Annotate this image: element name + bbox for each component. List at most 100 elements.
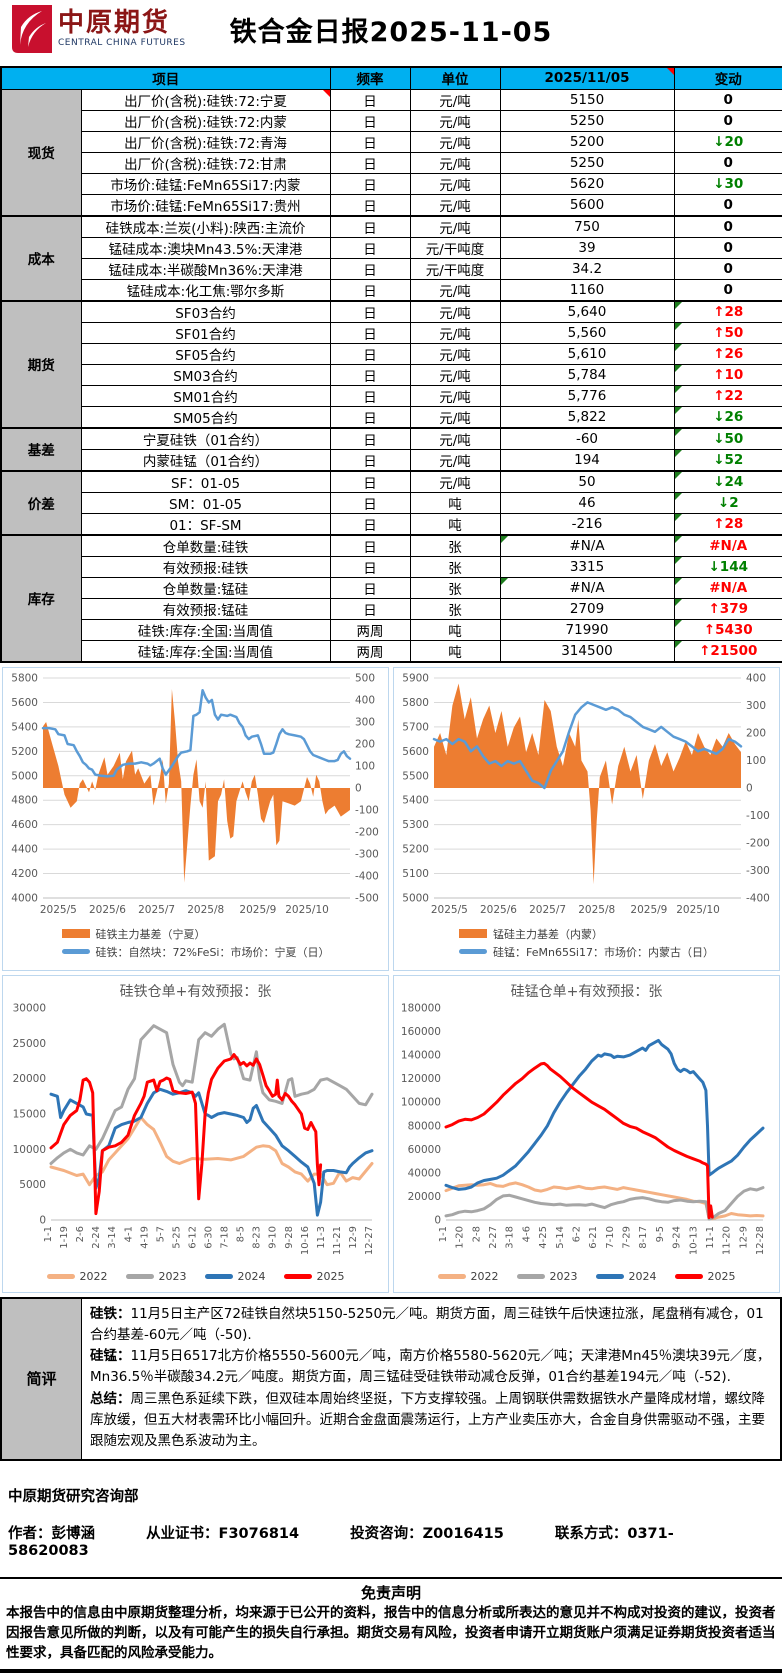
svg-text:-200: -200 [355,826,379,838]
item-cell: SM01合约 [81,385,330,406]
legend-label: 锰硅主力基差（内蒙） [493,926,603,942]
brand: 中原期货 CENTRAL CHINA FUTURES [8,5,186,53]
svg-text:5400: 5400 [402,794,429,806]
unit-cell: 吨 [410,492,500,513]
svg-text:0: 0 [434,1214,441,1226]
item-cell: 出厂价(含税):硅铁:72:宁夏 [81,89,330,110]
change-cell: ↓52 [674,449,782,471]
svg-text:-300: -300 [746,865,770,877]
svg-text:9-24: 9-24 [672,1226,683,1249]
frequency-cell: 日 [330,471,410,493]
change-value: #N/A [709,538,747,554]
sm-warrant-chart-title: 硅锰仓单+有效预报：张 [394,978,779,1002]
svg-text:11-21: 11-21 [332,1226,343,1255]
svg-text:300: 300 [746,700,766,712]
item-cell: 出厂价(含税):硅铁:72:甘肃 [81,152,330,173]
change-cell: #N/A [674,577,782,598]
svg-text:5100: 5100 [402,868,429,880]
svg-text:60000: 60000 [408,1143,441,1155]
item-cell: SM03合约 [81,364,330,385]
sm-basis-legend: 锰硅主力基差（内蒙）硅锰：FeMn65Si17：市场价：内蒙古（日） [459,926,714,960]
frequency-cell: 日 [330,110,410,131]
sf-basis-legend: 硅铁主力基差（宁夏）硅铁：自然块：72%FeSi：市场价：宁夏（日） [62,926,330,960]
svg-text:2025/6: 2025/6 [89,904,126,916]
frequency-cell: 日 [330,322,410,343]
frequency-cell: 日 [330,598,410,619]
green-corner-marker [675,407,682,414]
change-value: 0 [724,197,733,213]
green-corner-marker [675,536,682,543]
svg-text:4400: 4400 [11,843,38,855]
table-header-row: 项目 频率 单位 2025/11/05 变动 [1,67,782,89]
svg-text:-300: -300 [355,848,379,860]
svg-text:2025/5: 2025/5 [431,904,468,916]
svg-text:-400: -400 [355,870,379,882]
report-header: 中原期货 CENTRAL CHINA FUTURES 铁合金日报2025-11-… [0,0,782,66]
change-cell: 0 [674,279,782,301]
change-value: ↓24 [713,474,743,490]
svg-text:7-29: 7-29 [622,1226,633,1249]
legend-swatch-icon [62,949,90,954]
col-header-frequency: 频率 [330,67,410,89]
value-cell: #N/A [500,535,674,557]
series-line-2025 [51,1054,321,1213]
frequency-cell: 日 [330,385,410,406]
change-value: ↓50 [713,431,743,447]
change-value: ↑5430 [704,622,753,638]
svg-text:5200: 5200 [402,843,429,855]
legend-swatch-icon [438,1274,466,1279]
series-line-2024 [446,1040,763,1189]
item-cell: SF03合约 [81,301,330,323]
svg-text:-100: -100 [746,810,770,822]
legend-label: 2023 [159,1270,187,1283]
value-cell: 750 [500,216,674,238]
svg-text:15000: 15000 [13,1108,46,1120]
unit-cell: 吨 [410,619,500,640]
svg-text:12-28: 12-28 [755,1226,766,1255]
series-line-2023 [446,1187,763,1219]
frequency-cell: 日 [330,301,410,323]
change-cell: ↑5430 [674,619,782,640]
svg-text:2025/5: 2025/5 [40,904,77,916]
item-cell: SF05合约 [81,343,330,364]
svg-text:2025/10: 2025/10 [285,904,329,916]
svg-text:10-13: 10-13 [688,1226,699,1255]
item-cell: 锰硅成本:澳块Mn43.5%:天津港 [81,237,330,258]
col-header-unit: 单位 [410,67,500,89]
svg-text:200: 200 [746,727,766,739]
green-corner-marker [675,493,682,500]
commentary-paragraph-summary: 总结：周三黑色系延续下跌，但双硅本周始终坚挺，下方支撑较强。上周钢联供需数据铁水… [90,1389,772,1453]
legend-item: 2025 [675,1270,736,1283]
item-cell: 市场价:硅锰:FeMn65Si17:贵州 [81,194,330,216]
report-footer: 中原期货研究咨询部 作者：彭博涵 从业证书：F3076814 投资咨询：Z001… [0,1461,782,1577]
unit-cell: 张 [410,598,500,619]
svg-text:2025/8: 2025/8 [578,904,615,916]
svg-text:7-18: 7-18 [220,1226,231,1249]
col-header-item: 项目 [1,67,330,89]
svg-text:11-3: 11-3 [316,1226,327,1249]
svg-text:-400: -400 [746,892,770,904]
item-cell: SM05合约 [81,406,330,428]
category-cell: 价差 [1,471,81,535]
red-corner-marker [323,90,330,97]
change-cell: 0 [674,216,782,238]
change-value: 0 [724,219,733,235]
value-cell: 5600 [500,194,674,216]
change-cell: ↑10 [674,364,782,385]
value-cell: 5,640 [500,301,674,323]
change-cell: ↓26 [674,406,782,428]
legend-label: 2024 [238,1270,266,1283]
svg-text:5700: 5700 [402,721,429,733]
